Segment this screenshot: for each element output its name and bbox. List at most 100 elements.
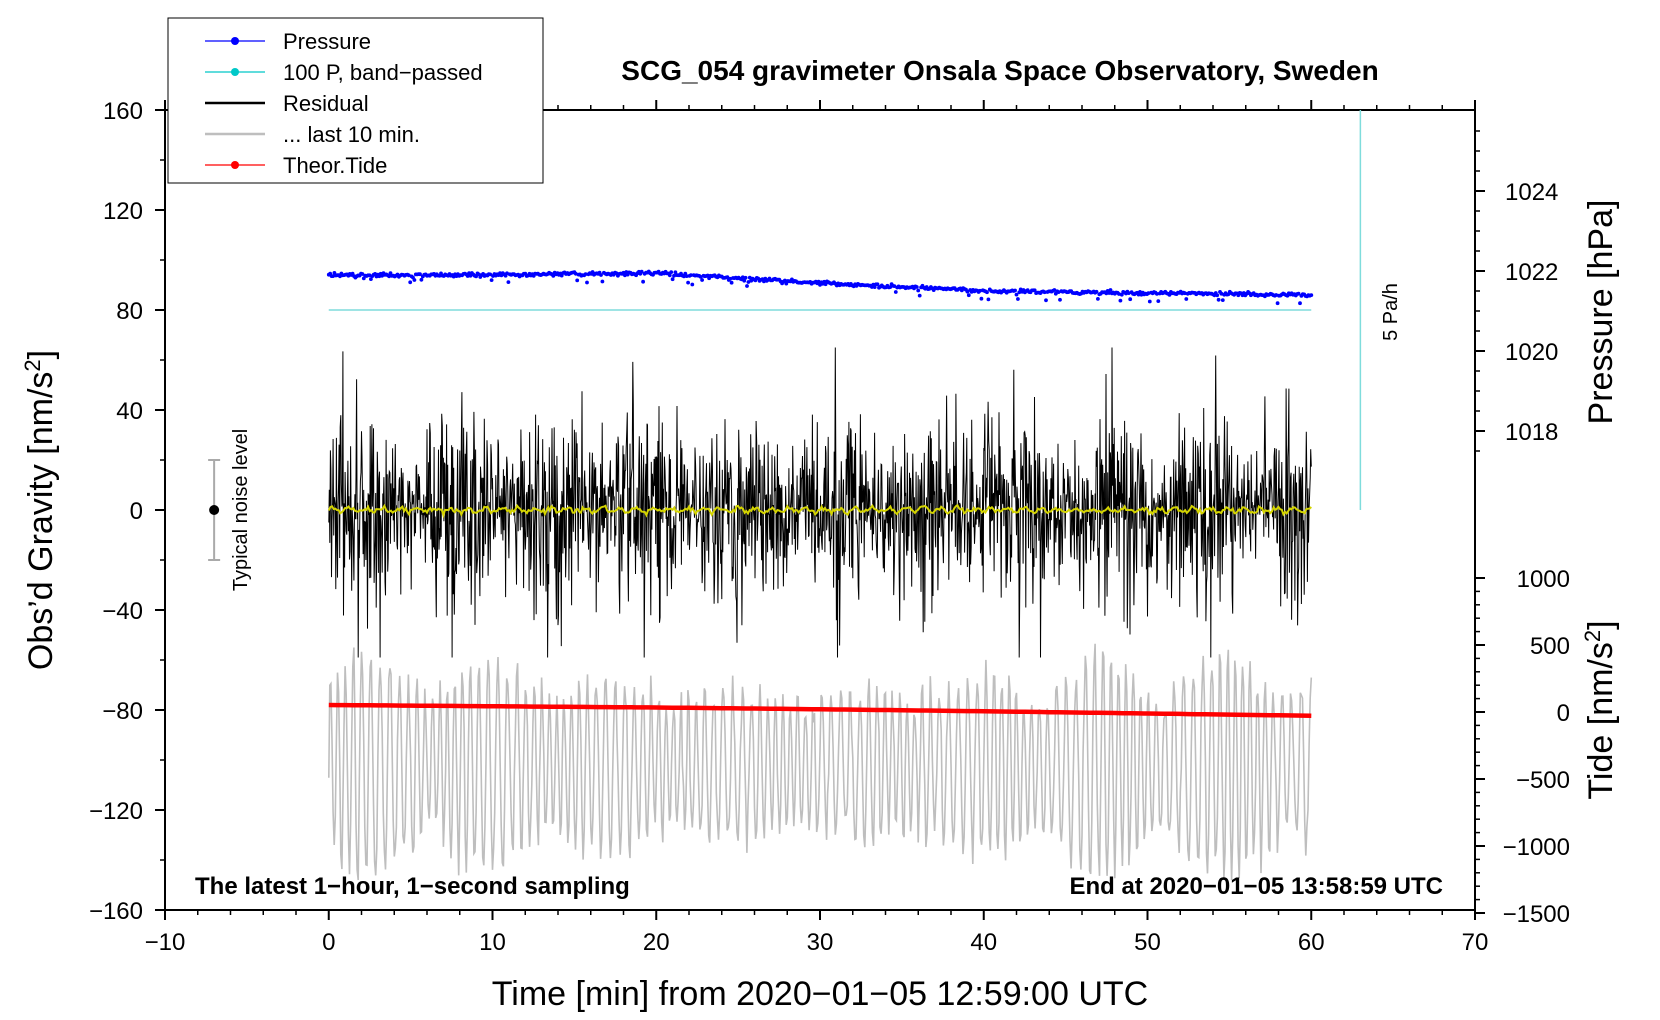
pressure-point — [985, 290, 989, 295]
y-tick-label: 0 — [130, 498, 143, 525]
series-layer — [208, 110, 1362, 881]
legend-label: Pressure — [283, 29, 371, 54]
pressure-point — [762, 279, 766, 284]
pressure-point — [1016, 297, 1020, 301]
x-tick-label: 10 — [479, 929, 506, 956]
pressure-point — [986, 297, 991, 302]
legend-label: ... last 10 min. — [283, 122, 420, 147]
pressure-point — [1275, 301, 1280, 306]
pressure-point — [419, 277, 424, 282]
pressure-point — [743, 275, 748, 280]
y-axis-title-gravity: Obs’d Gravity [nm/s2] — [20, 350, 60, 670]
pressure-point — [1032, 288, 1037, 293]
pressure-point — [669, 270, 674, 274]
pressure-point — [585, 280, 589, 285]
pressure-point — [1155, 292, 1159, 296]
tide-tick-label: 1000 — [1517, 566, 1570, 593]
pressure-point — [1094, 289, 1099, 294]
pressure-point — [489, 278, 494, 282]
tide-tick-label: −1000 — [1503, 834, 1570, 861]
tide-tick-label: 500 — [1530, 633, 1570, 660]
y-axis-title-tide: Tide [nm/s2] — [1580, 620, 1620, 799]
x-tick-label: 40 — [970, 929, 997, 956]
pressure-point — [823, 282, 828, 287]
x-axis-title: Time [min] from 2020−01−05 12:59:00 UTC — [492, 975, 1148, 1013]
pressure-point — [1184, 297, 1189, 301]
pressure-point — [360, 272, 365, 276]
y-tick-label: −40 — [102, 598, 143, 625]
y-tick-label: 120 — [103, 198, 143, 225]
pressure-point — [599, 273, 603, 277]
pressure-tick-label: 1024 — [1505, 179, 1558, 206]
pressure-point — [1298, 301, 1302, 306]
legend-marker — [231, 68, 239, 76]
pressure-point — [1216, 297, 1221, 302]
pressure-point — [1128, 297, 1133, 302]
legend-label: Residual — [283, 91, 369, 116]
pressure-point — [465, 274, 470, 278]
pressure-point — [639, 269, 644, 274]
pressure-point — [745, 284, 749, 288]
pressure-point — [917, 293, 922, 298]
tide-tick-label: −1500 — [1503, 901, 1570, 928]
pressure-point — [978, 288, 982, 293]
pressure-point — [684, 274, 689, 278]
pressure-point — [729, 280, 734, 285]
pressure-point — [783, 278, 787, 283]
pressure-point — [1119, 292, 1124, 297]
pressure-point — [1108, 288, 1113, 292]
y-tick-label: −160 — [89, 898, 143, 925]
x-tick-label: 0 — [322, 929, 335, 956]
y-tick-label: −120 — [89, 798, 143, 825]
pressure-rate-label: 5 Pa/h — [1380, 283, 1402, 341]
pressure-point — [682, 274, 686, 279]
x-tick-label: 70 — [1462, 929, 1489, 956]
tide-tick-label: 0 — [1557, 700, 1570, 727]
y-axis-title-pressure: Pressure [hPa] — [1582, 200, 1620, 425]
chart-title: SCG_054 gravimeter Onsala Space Observat… — [621, 55, 1378, 86]
pressure-point — [673, 270, 678, 275]
pressure-point — [412, 278, 417, 282]
x-tick-label: 50 — [1134, 929, 1161, 956]
y-tick-label: 40 — [116, 398, 143, 425]
noise-bar-center — [209, 505, 220, 515]
pressure-tick-label: 1020 — [1505, 339, 1558, 366]
pressure-point — [1156, 299, 1161, 303]
pressure-point — [1147, 299, 1152, 304]
axes-layer: −10 0 10 20 30 40 50 60 7016012080400−40−80−120−… — [89, 98, 1570, 956]
pressure-point — [1309, 293, 1314, 297]
x-tick-label: 60 — [1298, 929, 1325, 956]
pressure-tick-label: 1018 — [1505, 419, 1558, 446]
pressure-point — [875, 282, 880, 287]
pressure-point — [1017, 290, 1022, 295]
pressure-point — [575, 278, 580, 283]
pressure-point — [361, 276, 366, 281]
legend-marker — [231, 161, 239, 169]
pressure-point — [670, 277, 675, 282]
pressure-point — [1118, 298, 1123, 303]
sampling-note: The latest 1−hour, 1−second sampling — [195, 873, 630, 900]
x-tick-label: −10 — [145, 929, 186, 956]
pressure-point — [1014, 292, 1019, 297]
pressure-point — [740, 275, 745, 280]
pressure-point — [488, 272, 493, 277]
pressure-point — [914, 285, 919, 289]
pressure-point — [690, 282, 695, 287]
pressure-point — [583, 272, 588, 276]
legend-items: Pressure 100 P, band−passed Residual ... la… — [205, 29, 483, 178]
pressure-point — [1215, 293, 1220, 298]
pressure-point — [966, 293, 971, 298]
legend-marker — [231, 37, 239, 45]
legend-label: Theor.Tide — [283, 153, 387, 178]
pressure-point — [979, 296, 984, 301]
pressure-tick-label: 1022 — [1505, 259, 1558, 286]
pressure-point — [418, 272, 422, 277]
pressure-point — [892, 284, 897, 288]
pressure-point — [1042, 290, 1047, 295]
legend-box — [167, 17, 544, 184]
pressure-point — [474, 274, 478, 279]
pressure-point — [916, 288, 921, 293]
pressure-point — [506, 280, 511, 284]
pressure-point — [1220, 298, 1225, 302]
